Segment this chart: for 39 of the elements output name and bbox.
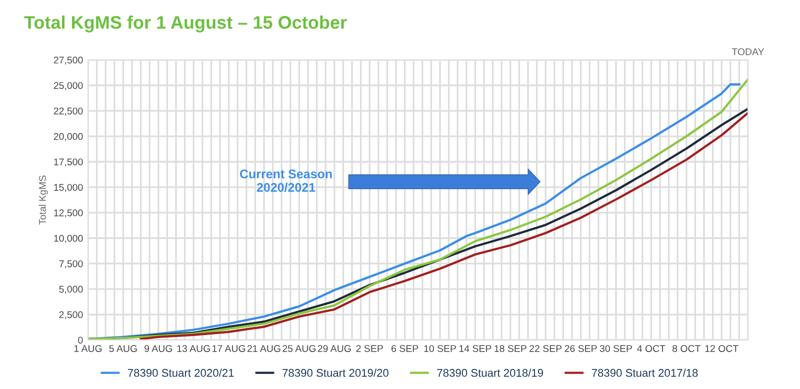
y-tick-label: 15,000 — [54, 184, 83, 192]
x-tick-label: 22 SEP — [530, 345, 562, 352]
y-tick-label: 25,000 — [54, 82, 83, 90]
x-tick-label: 26 SEP — [564, 345, 597, 352]
x-tick-label: 1 AUG — [74, 345, 102, 352]
x-tick-label: 29 AUG — [318, 345, 351, 352]
x-tick-label: 9 AUG — [144, 345, 172, 352]
y-tick-label: 12,500 — [54, 209, 83, 218]
x-tick-label: 5 AUG — [109, 345, 137, 352]
x-tick-label: 17 AUG — [212, 345, 246, 352]
x-tick-label: 12 OCT — [705, 345, 738, 352]
annotation: Current Season 2020/2021 — [240, 170, 332, 192]
y-tick-label: 10,000 — [54, 234, 83, 243]
y-tick-label: 0 — [78, 336, 83, 344]
x-tick-label: 8 OCT — [672, 345, 700, 352]
x-tick-label: 13 AUG — [177, 345, 210, 352]
legend-label: 78390 Stuart 2019/20 — [282, 368, 388, 377]
y-tick-label: 20,000 — [54, 133, 83, 142]
y-tick-label: 22,500 — [54, 108, 83, 116]
y-tick-label: 2,500 — [59, 311, 83, 320]
y-tick-label: 17,500 — [54, 158, 83, 167]
x-tick-label: 10 SEP — [424, 345, 456, 352]
x-tick-label: 14 SEP — [459, 345, 492, 352]
legend-label: 78390 Stuart 2018/19 — [437, 368, 544, 377]
y-tick-label: 7,500 — [59, 260, 83, 268]
x-tick-label: 30 SEP — [600, 345, 632, 352]
x-tick-label: 2 SEP — [356, 345, 383, 352]
x-tick-label: 25 AUG — [282, 345, 316, 352]
x-tick-label: 6 SEP — [392, 345, 418, 352]
y-axis-title: Total KgMS — [38, 176, 48, 225]
chart-title: Total KgMS for 1 August – 15 October — [24, 16, 347, 32]
x-tick-label: 4 OCT — [637, 345, 666, 352]
x-tick-label: 21 AUG — [247, 345, 280, 352]
y-tick-label: 5,000 — [59, 286, 83, 294]
y-tick-label: 27,500 — [54, 56, 83, 65]
legend-label: 78390 Stuart 2017/18 — [592, 368, 698, 377]
legend-label: 78390 Stuart 2020/21 — [128, 368, 234, 377]
text: TODAY — [732, 48, 764, 56]
x-tick-label: 18 SEP — [494, 345, 526, 352]
